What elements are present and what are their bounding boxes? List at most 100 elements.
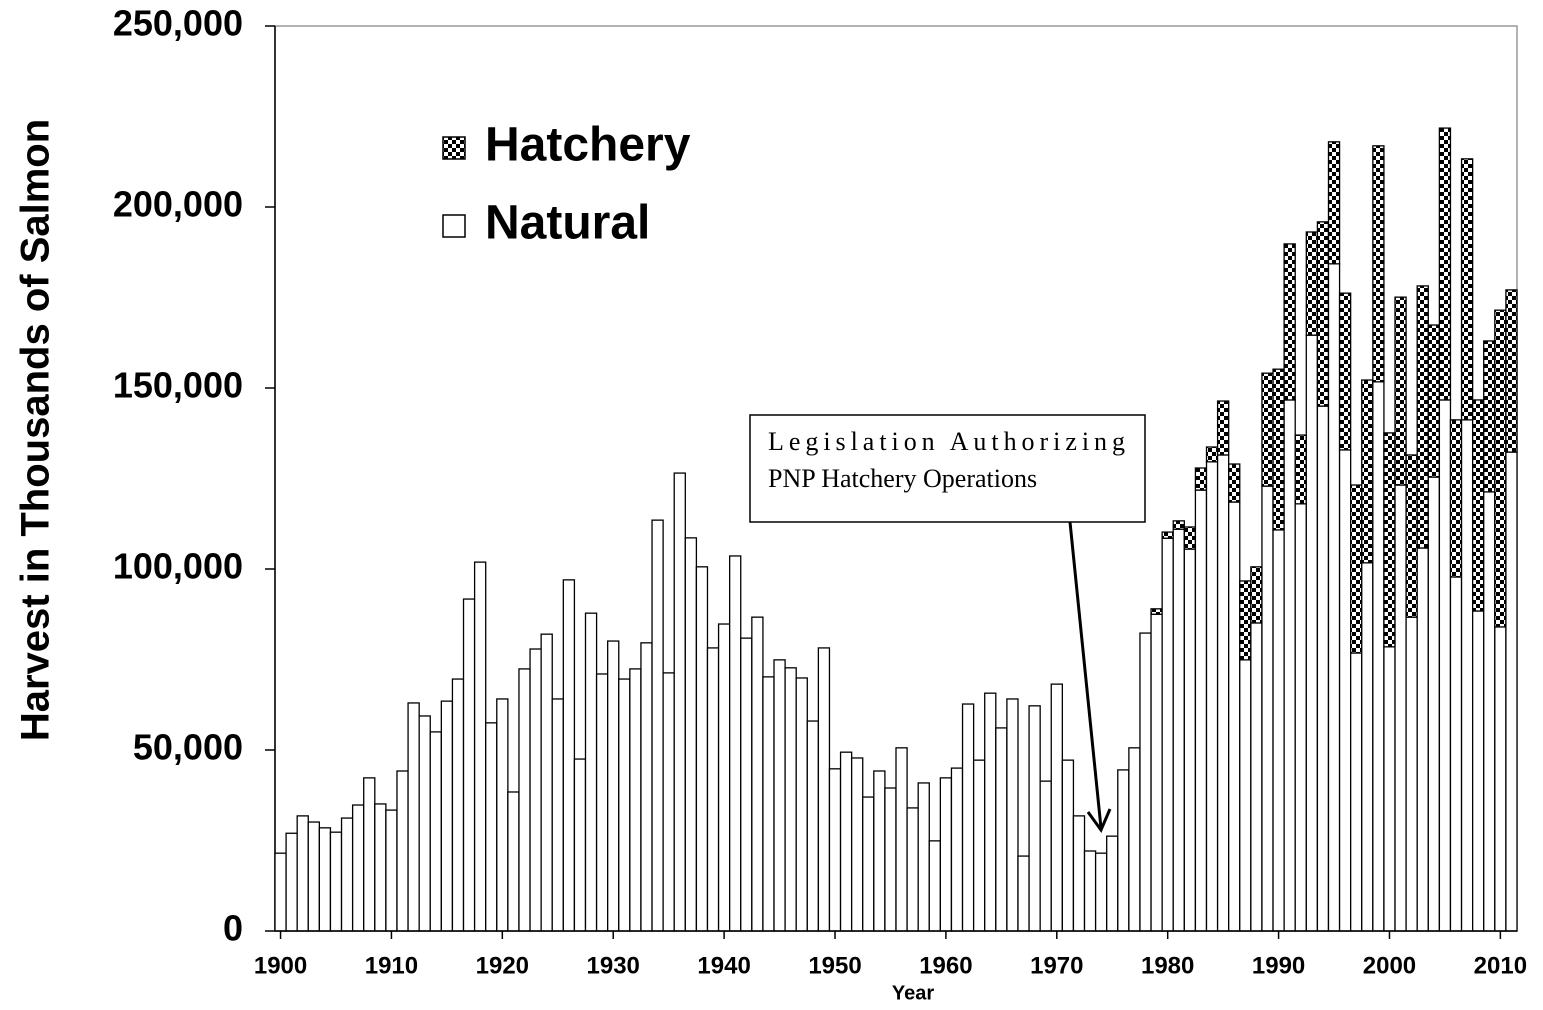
bar-segment xyxy=(1372,381,1385,932)
bar-segment xyxy=(274,852,287,932)
bar-segment xyxy=(473,561,487,932)
bar-segment xyxy=(573,758,587,932)
bar-segment xyxy=(1183,526,1197,550)
bar-segment xyxy=(961,703,975,932)
bar-segment xyxy=(1194,489,1208,932)
annotation-line: PNP Hatchery Operations xyxy=(768,464,1037,493)
bar-segment xyxy=(584,612,598,932)
bar-segment xyxy=(1505,289,1518,453)
bar-segment xyxy=(1338,449,1352,932)
bar-segment xyxy=(717,623,731,932)
bar-segment xyxy=(1416,547,1429,932)
bar-segment xyxy=(1449,419,1463,578)
bar-segment xyxy=(1205,461,1219,932)
bar-segment xyxy=(296,815,309,932)
bar-segment xyxy=(1017,855,1030,932)
x-tick-label: 1970 xyxy=(1030,952,1083,979)
legend-swatch xyxy=(442,136,466,160)
bar-segment xyxy=(1283,399,1296,932)
bar-segment xyxy=(1039,780,1052,932)
x-axis-label: Year xyxy=(892,982,934,1004)
bar-segment xyxy=(496,698,509,932)
bar-segment xyxy=(629,668,642,932)
legend-label: Hatchery xyxy=(485,119,691,172)
y-tick-label: 100,000 xyxy=(113,546,243,587)
bar-segment xyxy=(1361,562,1374,932)
bar-segment xyxy=(784,667,797,932)
bar-segment xyxy=(1216,454,1230,932)
bar-segment xyxy=(540,633,553,932)
bar-segment xyxy=(1483,340,1496,493)
bar-segment xyxy=(1006,698,1019,932)
bar-segment xyxy=(939,777,953,932)
bar-segment xyxy=(1250,566,1263,624)
bar-segment xyxy=(1405,454,1418,618)
bar-segment xyxy=(695,566,709,932)
bar-segment xyxy=(972,759,986,932)
bar-segment xyxy=(640,642,653,932)
bar-segment xyxy=(1350,484,1363,654)
bar-segment xyxy=(1239,659,1252,932)
bar-segment xyxy=(1316,221,1330,407)
x-tick-label: 1940 xyxy=(697,952,750,979)
bar-segment xyxy=(1128,747,1141,932)
bar-segment xyxy=(662,672,675,932)
bar-segment xyxy=(850,757,864,932)
bar-segment xyxy=(917,782,930,932)
bar-segment xyxy=(751,616,764,932)
bar-segment xyxy=(1117,769,1130,932)
bar-segment xyxy=(607,640,620,932)
bar-segment xyxy=(651,519,664,932)
bar-segment xyxy=(1050,683,1063,932)
bar-segment xyxy=(1150,613,1163,932)
y-tick-label: 200,000 xyxy=(113,184,243,225)
arrow-head xyxy=(1086,808,1112,834)
bar-segment xyxy=(285,832,298,932)
bar-segment xyxy=(1438,399,1452,932)
bar-segment xyxy=(1449,576,1463,932)
bar-segment xyxy=(1394,484,1407,932)
bar-segment xyxy=(1372,145,1385,383)
bar-segment xyxy=(329,831,343,932)
bar-segment xyxy=(385,809,398,932)
bar-segment xyxy=(1338,292,1352,451)
bar-segment xyxy=(1061,759,1075,932)
bar-segment xyxy=(518,668,531,932)
bar-segment xyxy=(1427,476,1441,932)
bar-segment xyxy=(1494,309,1507,628)
bar-segment xyxy=(1172,520,1185,530)
bar-segment xyxy=(351,804,365,932)
bar-segment xyxy=(1272,529,1285,932)
bar-segment xyxy=(1150,608,1163,615)
bar-segment xyxy=(396,770,409,932)
bar-segment xyxy=(1460,419,1474,932)
bar-segment xyxy=(828,768,842,932)
bar-segment xyxy=(1272,368,1285,531)
bar-segment xyxy=(1416,285,1429,549)
bar-segment xyxy=(551,698,564,932)
bar-segment xyxy=(1327,141,1341,265)
annotation-arrow xyxy=(1068,521,1103,829)
bar-segment xyxy=(1483,491,1496,932)
bar-segment xyxy=(1350,652,1363,932)
y-tick-label: 150,000 xyxy=(113,365,243,406)
bar-segment xyxy=(817,647,831,932)
bar-segment xyxy=(529,648,542,932)
y-tick-label: 0 xyxy=(223,908,243,949)
bar-segment xyxy=(1172,528,1185,932)
bar-segment xyxy=(1239,580,1252,661)
bar-segment xyxy=(684,537,698,932)
x-tick-label: 1900 xyxy=(254,952,307,979)
bar-segment xyxy=(1194,467,1208,491)
bar-segment xyxy=(340,817,354,932)
x-tick-label: 1910 xyxy=(365,952,418,979)
bar-segment xyxy=(307,821,321,932)
bar-segment xyxy=(839,751,853,932)
bar-segment xyxy=(1316,405,1330,932)
bar-segment xyxy=(1205,446,1219,463)
bar-segment xyxy=(1460,158,1474,421)
bar-segment xyxy=(862,796,875,932)
bar-segment xyxy=(1139,632,1152,932)
